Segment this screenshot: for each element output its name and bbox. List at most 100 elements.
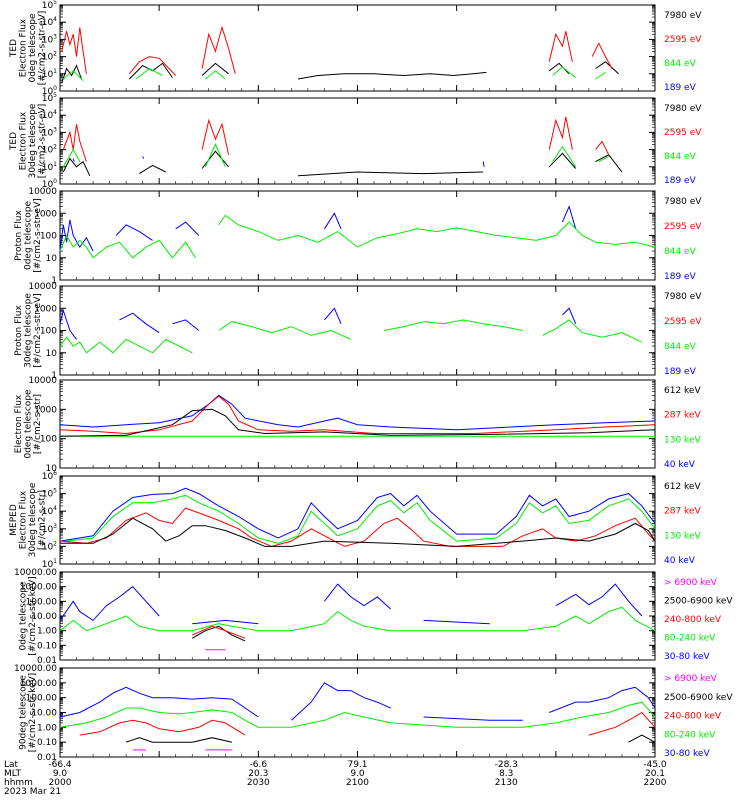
- y-tick-label: 0.01: [37, 656, 57, 666]
- series-line: [549, 686, 656, 713]
- series-line: [595, 154, 623, 173]
- y-axis-label-line: 0deg telescope: [23, 389, 33, 459]
- y-tick-label: 1000: [34, 304, 57, 314]
- legend-entry: 7980 eV: [664, 11, 702, 21]
- legend-entry: 40 keV: [664, 460, 696, 470]
- y-tick-label: 10000.00: [14, 568, 57, 578]
- y-tick-label: 0.01: [37, 753, 57, 763]
- y-tick-label: 100.00: [26, 694, 58, 704]
- x-tick-label-hhmm: 2130: [495, 778, 518, 788]
- series-line: [548, 62, 570, 75]
- series-line: [62, 157, 91, 177]
- y-tick-label: 100: [40, 232, 57, 242]
- legend-entry: 7980 eV: [664, 292, 702, 302]
- y-axis-label-line: 30deg telescope: [28, 103, 38, 178]
- series-line: [591, 42, 613, 69]
- y-axis-label-line: MEPED: [9, 504, 19, 536]
- y-axis-label-line: 90deg telescope: [19, 675, 29, 750]
- series-line: [59, 308, 77, 340]
- y-tick-label: 0.10: [37, 641, 57, 651]
- y-tick-label: 1000: [34, 405, 57, 415]
- series-line: [218, 321, 352, 340]
- legend-entry: > 6900 keV: [664, 674, 718, 684]
- y-axis-label-line: Electron Flux: [19, 18, 29, 77]
- series-line: [297, 71, 487, 80]
- series-line: [191, 625, 246, 639]
- y-tick-label: 10.00: [31, 709, 57, 719]
- y-tick-label: 10: [46, 349, 58, 359]
- series-line: [60, 517, 656, 547]
- y-axis-label-line: [#/cm2-s-str-eV]: [38, 11, 48, 86]
- y-tick-label: 10: [46, 254, 58, 264]
- panel-frame: [59, 667, 656, 758]
- y-axis-label-line: Proton Flux: [14, 210, 24, 261]
- series-line: [59, 507, 656, 547]
- y-axis-label-line: [#/cm2-s-str-keV]: [28, 673, 38, 752]
- legend-entry: 189 eV: [664, 272, 697, 282]
- legend-entry: 844 eV: [664, 342, 697, 352]
- series-line: [59, 234, 196, 259]
- series-line: [79, 719, 246, 736]
- y-tick-label: 10000: [28, 376, 57, 386]
- legend-entry: 189 eV: [664, 367, 697, 377]
- legend-entry: 2595 eV: [664, 128, 702, 138]
- panel-frame: [59, 4, 656, 92]
- x-row-label: MLT: [4, 769, 22, 779]
- x-tick-label-lat: -28.3: [495, 760, 518, 770]
- series-line: [201, 150, 229, 169]
- series-line: [423, 619, 490, 625]
- series-line: [201, 25, 236, 74]
- y-axis-label-line: 0deg telescope: [23, 201, 33, 271]
- x-tick-label-lat: -6.6: [250, 760, 268, 770]
- y-tick-label: 100: [40, 327, 57, 337]
- series-line: [562, 307, 577, 324]
- series-line: [59, 487, 656, 542]
- series-line: [542, 319, 643, 343]
- y-tick-label: 100: [40, 435, 57, 445]
- x-tick-label-hhmm: 2200: [644, 778, 667, 788]
- y-tick-label: 0.10: [37, 738, 57, 748]
- x-tick-label-hhmm: 2100: [346, 778, 369, 788]
- y-axis-label-line: 0deg telescope: [28, 13, 38, 83]
- legend-entry: 287 keV: [664, 507, 701, 517]
- series-line: [66, 494, 656, 544]
- y-tick-label: 1000: [34, 209, 57, 219]
- y-axis-label-line: Proton Flux: [14, 305, 24, 356]
- series-line: [125, 737, 233, 743]
- series-line: [548, 152, 577, 169]
- series-line: [297, 171, 484, 177]
- legend-entry: 80-240 keV: [664, 634, 716, 644]
- y-axis-label-line: [#/cm2-s-str-eV]: [38, 104, 48, 179]
- series-line: [595, 61, 619, 75]
- series-line: [218, 214, 656, 248]
- x-tick-label-mlt: 20.1: [645, 769, 665, 779]
- legend-entry: 240-800 keV: [664, 615, 722, 625]
- x-row-label: Lat: [4, 760, 19, 770]
- y-axis-label-line: Electron Flux: [19, 490, 29, 549]
- legend-entry: 2500-6900 keV: [664, 597, 733, 607]
- series-line: [588, 711, 656, 736]
- legend-entry: 612 keV: [664, 386, 701, 396]
- y-axis-label-line: [#/cm2-s-str-keV]: [28, 576, 38, 655]
- series-line: [139, 164, 167, 175]
- series-line: [561, 205, 577, 229]
- series-line: [62, 70, 84, 81]
- series-line: [172, 319, 200, 331]
- series-line: [204, 143, 226, 168]
- legend-entry: 130 keV: [664, 531, 701, 541]
- y-axis-label-line: 0deg telescope: [19, 581, 29, 651]
- panel-3: 1 10 100 1000 10000 Proton Flux 0deg telescope…: [14, 187, 703, 286]
- series-line: [552, 66, 577, 78]
- panel-5: 10 100 1000 10000 Electron Flux 0deg telescop…: [14, 376, 702, 474]
- series-line: [595, 71, 606, 80]
- panel-frame: [59, 190, 656, 281]
- legend-entry: 7980 eV: [664, 104, 702, 114]
- series-line: [598, 155, 609, 163]
- x-tick-label-mlt: 9.0: [350, 769, 365, 779]
- series-line: [59, 606, 656, 632]
- series-line: [59, 408, 656, 437]
- y-tick-label: 10000: [28, 187, 57, 197]
- y-axis-label-line: [#/cm2-s-str-eV]: [33, 293, 43, 368]
